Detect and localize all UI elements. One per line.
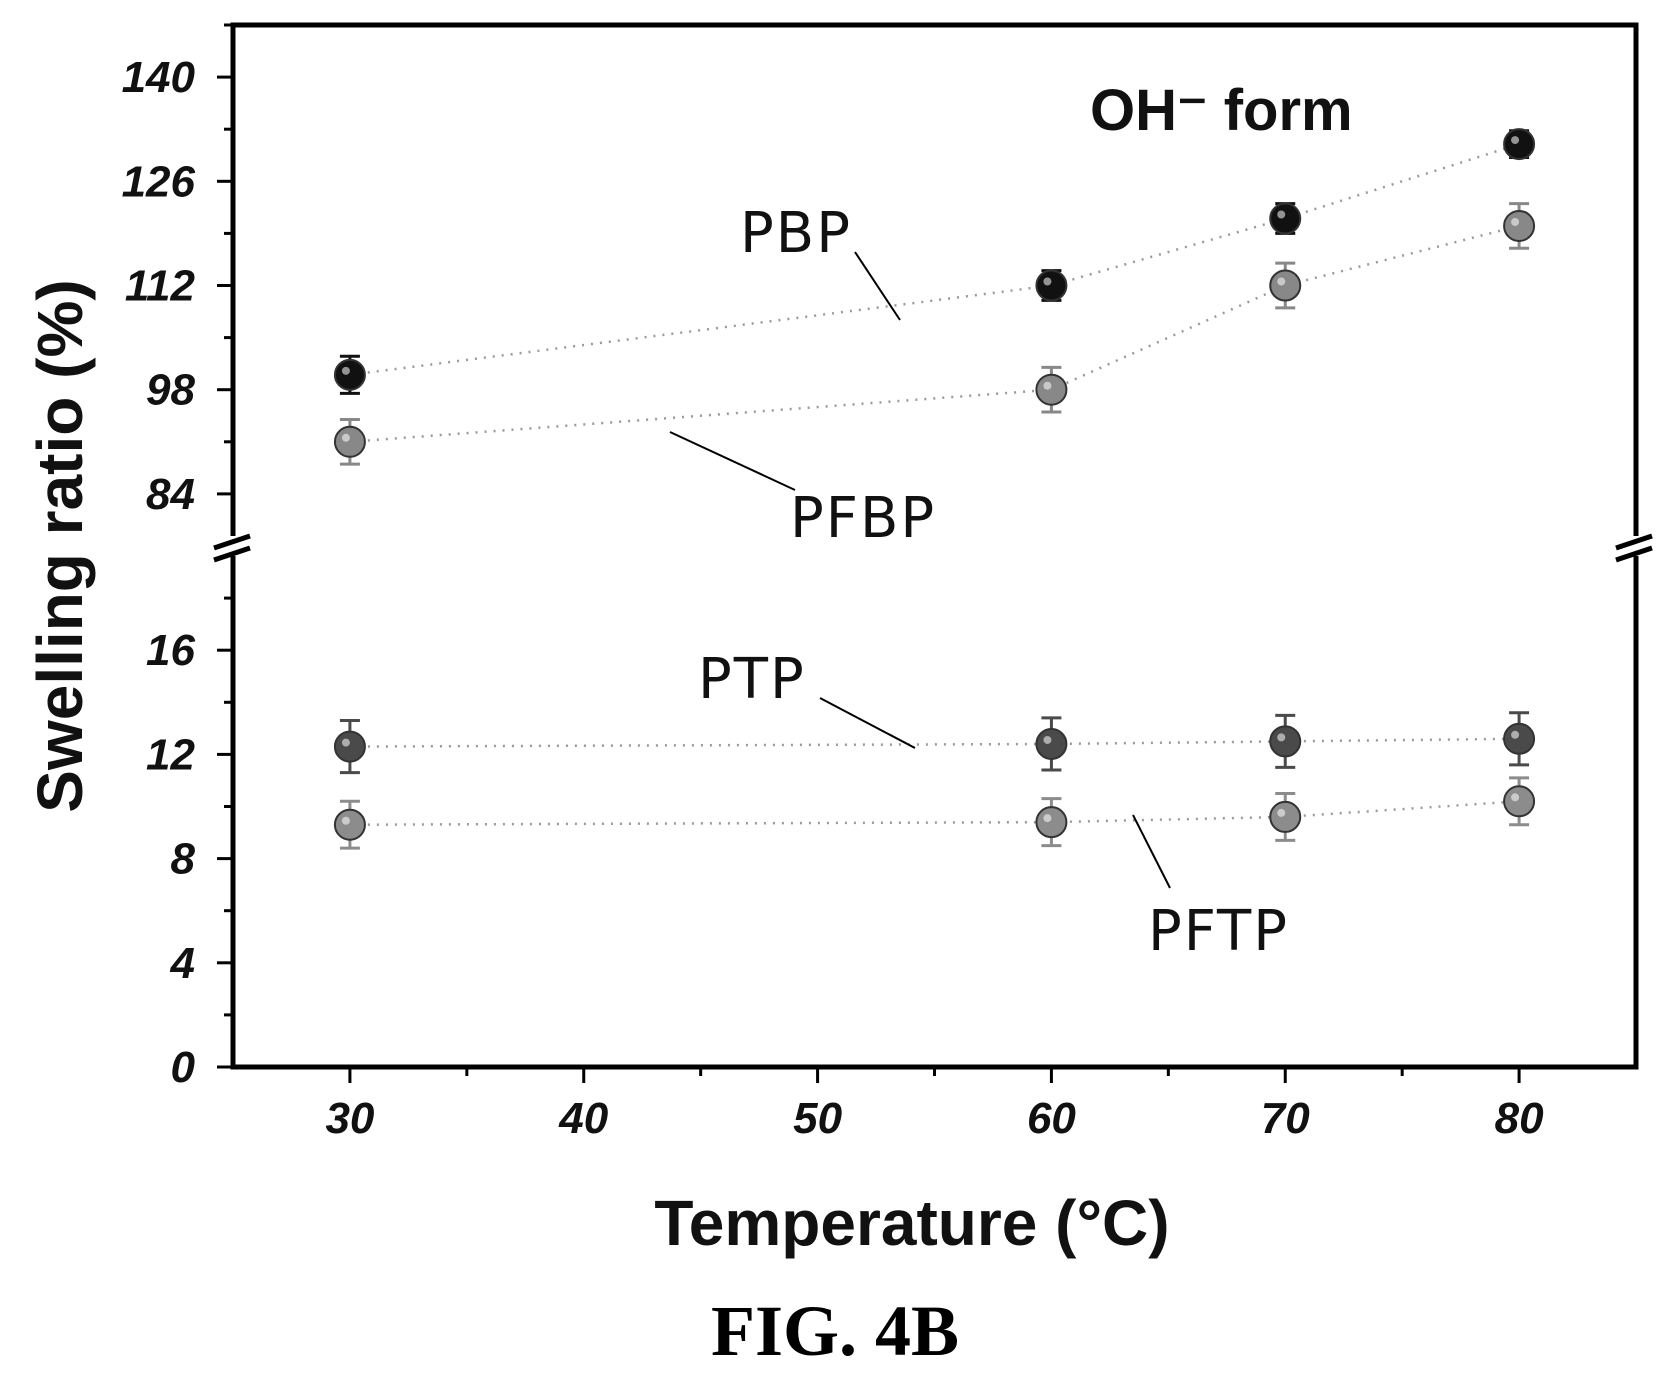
- y-tick-label: 0: [171, 1043, 196, 1092]
- y-tick-label: 112: [125, 262, 196, 311]
- series-line-pftp: [349, 800, 1520, 826]
- figure-caption: FIG. 4B: [711, 1291, 959, 1371]
- x-axis-title: Temperature (°C): [654, 1187, 1169, 1259]
- x-tick-label: 40: [558, 1094, 608, 1143]
- y-tick-label: 126: [122, 157, 196, 206]
- panel-annotation: OH⁻ form: [1090, 78, 1353, 143]
- data-point-pftp: [1503, 776, 1536, 827]
- data-point-pftp: [333, 799, 366, 850]
- y-tick-label: 12: [146, 730, 195, 779]
- x-tick-label: 30: [325, 1094, 374, 1143]
- y-axis-title: Swelling ratio (%): [24, 279, 96, 812]
- y-tick-label: 84: [146, 470, 195, 519]
- data-point-pfbp: [333, 417, 366, 466]
- series-line-pfbp: [349, 224, 1520, 444]
- series-label-pfbp: PFBP: [790, 486, 936, 551]
- data-point-ptp: [1503, 711, 1536, 767]
- y-tick-label: 140: [122, 53, 196, 102]
- data-point-pfbp: [1503, 202, 1536, 250]
- x-tick-label: 70: [1261, 1094, 1310, 1143]
- data-point-ptp: [1269, 713, 1302, 769]
- series-points: [333, 128, 1536, 850]
- data-point-ptp: [1035, 716, 1068, 772]
- data-point-pbp: [1503, 128, 1536, 161]
- y-tick-label: 4: [170, 939, 195, 988]
- y-tick-label: 16: [146, 626, 195, 675]
- data-point-pbp: [1269, 202, 1302, 235]
- axis-ticks: [217, 23, 1521, 1083]
- axis-break: [213, 533, 1656, 563]
- x-tick-label: 50: [793, 1094, 842, 1143]
- data-point-pfbp: [1269, 261, 1302, 310]
- data-point-pfbp: [1035, 365, 1068, 414]
- data-point-pftp: [1269, 791, 1302, 842]
- y-tick-label: 98: [146, 366, 195, 415]
- y-tick-label: 8: [171, 835, 196, 884]
- data-point-pbp: [333, 354, 366, 395]
- data-point-pbp: [1035, 269, 1068, 302]
- x-tick-label: 80: [1495, 1094, 1544, 1143]
- data-point-pftp: [1035, 797, 1068, 848]
- series-lines: [349, 142, 1520, 826]
- series-label-pbp: PBP: [740, 201, 852, 266]
- series-line-ptp: [349, 737, 1520, 748]
- leader-lines: [669, 251, 1171, 889]
- series-line-pbp: [349, 142, 1520, 377]
- tick-labels: 30 40 50 60 70 80 84 98 112 126 140 0 4 8 12 16: [122, 53, 1544, 1143]
- series-label-pftp: PFTP: [1148, 899, 1289, 964]
- data-point-ptp: [333, 719, 366, 775]
- x-tick-label: 60: [1027, 1094, 1076, 1143]
- series-label-ptp: PTP: [698, 647, 806, 712]
